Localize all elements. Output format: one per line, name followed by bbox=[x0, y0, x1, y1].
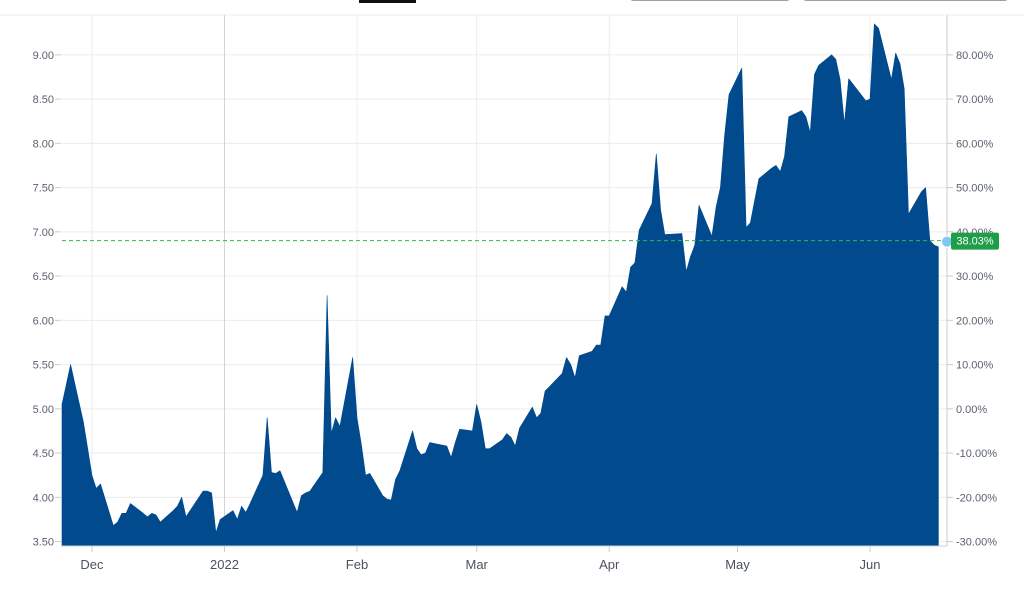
reference-layer: 38.03% bbox=[62, 232, 999, 250]
change-badge bbox=[951, 232, 999, 250]
x-axis: Dec 2022 Feb Mar Apr May Jun bbox=[80, 546, 881, 572]
x-tick-label: Feb bbox=[346, 557, 368, 572]
y2-tick-label: 80.00% bbox=[956, 50, 994, 62]
y2-tick-label: 70.00% bbox=[956, 94, 994, 106]
y-tick-label: 9.00 bbox=[33, 50, 54, 62]
y2-tick-label: -10.00% bbox=[956, 448, 997, 460]
y-tick-label: 7.50 bbox=[33, 183, 54, 195]
y-tick-label: 5.50 bbox=[33, 360, 54, 372]
y-tick-label: 7.00 bbox=[33, 227, 54, 239]
x-tick-label: Apr bbox=[599, 557, 620, 572]
y-tick-label: 8.50 bbox=[33, 94, 54, 106]
x-tick-label: 2022 bbox=[210, 557, 239, 572]
change-badge-label: 38.03% bbox=[956, 236, 994, 248]
y-tick-label: 8.00 bbox=[33, 138, 54, 150]
y2-tick-label: 10.00% bbox=[956, 360, 994, 372]
y-tick-label: 4.00 bbox=[33, 492, 54, 504]
x-tick-label: Mar bbox=[466, 557, 489, 572]
y-tick-label: 3.50 bbox=[33, 537, 54, 549]
y2-tick-label: -20.00% bbox=[956, 492, 997, 504]
y-tick-label: 5.00 bbox=[33, 404, 54, 416]
axes bbox=[62, 15, 948, 547]
y2-tick-label: 50.00% bbox=[956, 183, 994, 195]
top-tab-indicator[interactable] bbox=[359, 0, 416, 3]
y2-tick-label: 0.00% bbox=[956, 404, 987, 416]
plot-area bbox=[61, 23, 939, 547]
y2-tick-label: 60.00% bbox=[956, 138, 994, 150]
y2-tick-label: -30.00% bbox=[956, 537, 997, 549]
y-tick-label: 6.00 bbox=[33, 315, 54, 327]
right-y-axis: -30.00% -20.00% -10.00% 0.00% 10.00% 20.00% 30… bbox=[947, 50, 997, 549]
x-tick-label: Dec bbox=[80, 557, 104, 572]
last-value-marker bbox=[941, 235, 953, 248]
y-tick-label: 6.50 bbox=[33, 271, 54, 283]
x-tick-label: Jun bbox=[860, 557, 881, 572]
y2-tick-label: 30.00% bbox=[956, 271, 994, 283]
left-y-axis: 3.50 4.00 4.50 5.00 5.50 6.00 6.50 7.00 7.50 8.00… bbox=[33, 50, 61, 549]
x-tick-label: May bbox=[725, 557, 750, 572]
price-area bbox=[61, 23, 939, 547]
y2-tick-label: 20.00% bbox=[956, 315, 994, 327]
y-tick-label: 4.50 bbox=[33, 448, 54, 460]
